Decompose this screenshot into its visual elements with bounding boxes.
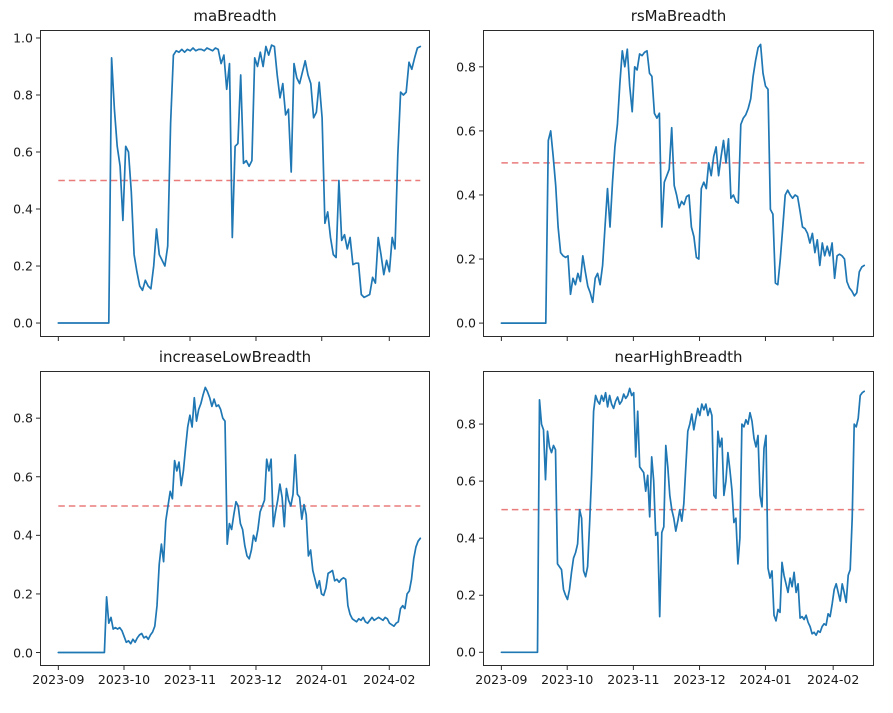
plot-spines [40,30,430,337]
x-tick-label: 2023-12 [673,672,726,687]
x-tick-label: 2023-09 [475,672,528,687]
y-tick-label: 0.2 [13,586,33,602]
series-line [57,44,422,324]
x-tick-label: 2024-02 [807,672,860,687]
y-tick-label: 0.8 [13,410,33,426]
y-tick-label: 0.4 [13,201,33,217]
x-tick-label: 2023-09 [32,672,85,687]
plot-spines [40,371,430,666]
y-tick-label: 0.2 [13,258,33,274]
x-tick-label: 2024-02 [363,672,416,687]
subplot-increase-low-breadth: increaseLowBreadth 2023-09 2023-10 2023-11… [13,348,430,687]
y-tick-label: 0.6 [13,144,33,160]
y-tick-label: 0.4 [456,187,476,203]
plot-spines [483,371,874,666]
x-tick-label: 2023-11 [607,672,660,687]
y-tick-label: 0.6 [456,473,476,489]
plot-area-rs-ma-breadth: 0.0 0.2 0.4 0.6 0.8 [456,30,874,341]
x-tick-label: 2023-11 [163,672,217,687]
chart-title-near-high-breadth: nearHighBreadth [614,348,743,366]
series-line [500,43,866,324]
x-tick-label: 2023-12 [229,672,283,687]
y-tick-label: 0.6 [456,123,476,139]
series-line [500,387,866,654]
y-tick-label: 0.6 [13,469,33,485]
y-tick-label: 1.0 [13,30,33,46]
plot-area-ma-breadth: 0.0 0.2 0.4 0.6 0.8 1.0 [13,30,430,341]
y-tick-label: 0.0 [13,315,33,331]
subplot-rs-ma-breadth: rsMaBreadth 0.0 0.2 0.4 0.6 0.8 [456,7,874,341]
x-tick-label: 2023-10 [97,672,151,687]
y-tick-label: 0.2 [456,587,476,603]
y-tick-label: 0.2 [456,251,476,267]
subplot-ma-breadth: maBreadth 0.0 0.2 0.4 0.6 0.8 1.0 [13,7,430,341]
chart-title-increase-low-breadth: increaseLowBreadth [158,348,312,366]
y-tick-label: 0.4 [13,527,33,543]
y-tick-label: 0.8 [13,87,33,103]
plot-spines [483,30,874,337]
y-tick-label: 0.0 [456,315,476,331]
x-tick-label: 2024-01 [739,672,792,687]
y-tick-label: 0.4 [456,530,476,546]
chart-title-rs-ma-breadth: rsMaBreadth [630,7,727,25]
x-tick-label: 2023-10 [541,672,594,687]
y-tick-label: 0.8 [456,59,476,75]
y-tick-label: 0.0 [456,644,476,660]
subplot-near-high-breadth: nearHighBreadth 2023-09 2023-10 2023-11 202… [456,348,874,687]
plot-area-near-high-breadth: 2023-09 2023-10 2023-11 2023-12 2024-01 2024-… [456,371,874,687]
plot-area-increase-low-breadth: 2023-09 2023-10 2023-11 2023-12 2024-01 2024-… [13,371,430,687]
y-tick-label: 0.8 [456,416,476,432]
series-line [57,386,422,654]
x-tick-label: 2024-01 [295,672,348,687]
y-tick-label: 0.0 [13,645,33,661]
chart-title-ma-breadth: maBreadth [193,7,277,25]
